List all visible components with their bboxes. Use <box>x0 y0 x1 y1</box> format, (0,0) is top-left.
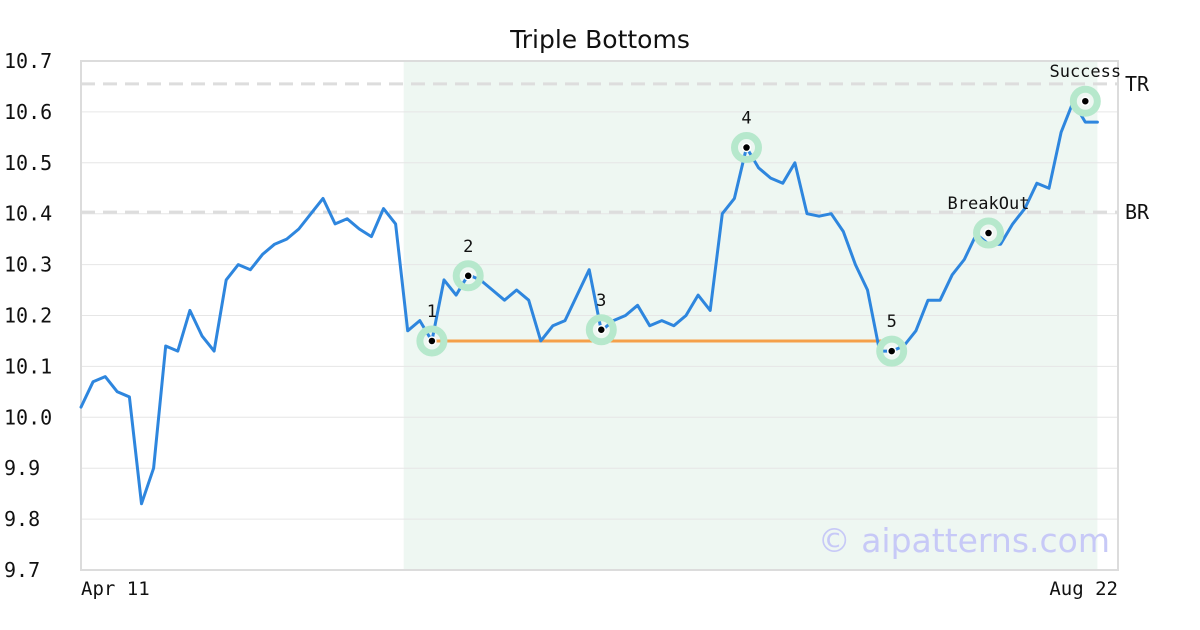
y-tick-label: 9.9 <box>4 456 40 480</box>
point-marker-1 <box>427 336 437 346</box>
point-marker-halo-success <box>1069 85 1101 117</box>
watermark: © aipatterns.com <box>818 521 1110 560</box>
point-marker-halo-3 <box>585 314 617 346</box>
y-tick-label: 10.3 <box>4 253 52 277</box>
point-label-breakout: BreakOut <box>948 194 1030 214</box>
plot-border <box>80 60 1119 571</box>
y-tick-label: 10.6 <box>4 100 52 124</box>
point-marker-5 <box>886 346 897 356</box>
x-tick-labels: Apr 11 Aug 22 <box>81 578 1118 600</box>
y-tick-labels: 9.7 9.8 9.9 10.0 10.1 10.2 10.3 10.4 10.5 10.6 10.… <box>4 49 52 582</box>
point-marker-3 <box>596 325 607 335</box>
point-marker-halo-breakout <box>973 217 1004 249</box>
point-label-5: 5 <box>887 312 897 332</box>
chart-title: Triple Bottoms <box>509 25 690 54</box>
y-tick-label: 10.1 <box>4 354 52 378</box>
plot-frame <box>80 60 1119 571</box>
y-tick-label: 10.7 <box>4 49 52 73</box>
y-tick-label: 10.0 <box>4 405 52 429</box>
point-label-1: 1 <box>427 302 437 322</box>
point-marker-halo-1 <box>416 325 448 357</box>
level-labels: TR BR <box>1125 72 1150 224</box>
point-label-2: 2 <box>463 237 473 257</box>
y-tick-label: 10.5 <box>4 151 52 175</box>
pattern-points: 1 2 3 4 5 BreakOut Success <box>416 62 1121 367</box>
level-lines <box>81 82 1118 214</box>
price-series-layer <box>79 100 1099 506</box>
level-label-tr: TR <box>1125 72 1150 96</box>
x-tick-end: Aug 22 <box>1049 578 1118 600</box>
point-label-4: 4 <box>741 109 751 129</box>
point-marker-halo-2 <box>452 260 484 292</box>
point-marker-breakout <box>983 228 994 238</box>
y-tick-label: 9.7 <box>4 558 40 582</box>
point-label-success: Success <box>1049 62 1121 82</box>
point-marker-2 <box>463 271 473 281</box>
y-tick-label: 9.8 <box>4 507 40 531</box>
level-label-br: BR <box>1125 200 1150 224</box>
point-marker-success <box>1080 96 1091 106</box>
price-series-line <box>79 100 1099 506</box>
x-tick-start: Apr 11 <box>81 578 150 600</box>
point-marker-4 <box>741 142 752 153</box>
point-marker-halo-4 <box>731 132 762 164</box>
point-label-3: 3 <box>596 291 606 311</box>
y-tick-label: 10.2 <box>4 304 52 328</box>
y-tick-label: 10.4 <box>4 202 52 226</box>
point-marker-halo-5 <box>876 335 908 367</box>
